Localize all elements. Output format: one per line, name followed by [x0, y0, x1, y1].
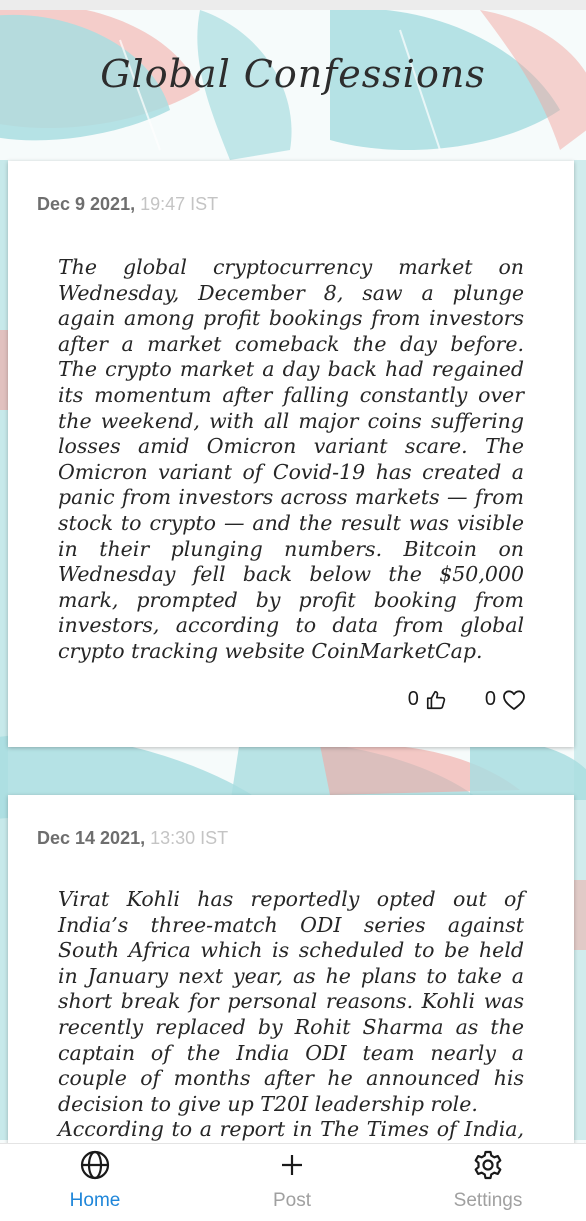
like-count: 0 — [408, 688, 419, 711]
nav-home-label: Home — [15, 1190, 175, 1212]
heart-icon — [502, 689, 526, 711]
status-strip — [0, 0, 586, 10]
heart-count: 0 — [485, 688, 496, 711]
post-card[interactable]: Dec 9 2021, 19:47 IST The global cryptoc… — [8, 161, 574, 747]
post-paragraph: Virat Kohli has reportedly opted out of … — [58, 887, 524, 1117]
post-date: Dec 9 2021, 19:47 IST — [37, 194, 218, 215]
post-date-text: Dec 14 2021, — [37, 828, 145, 848]
nav-settings-label: Settings — [408, 1190, 568, 1212]
like-button[interactable]: 0 — [408, 688, 447, 711]
thumbs-up-icon — [425, 689, 447, 711]
post-time: 19:47 IST — [140, 194, 218, 214]
globe-icon — [79, 1149, 111, 1181]
bottom-navigation: Home Post Settings — [0, 1143, 586, 1221]
post-time: 13:30 IST — [150, 828, 228, 848]
nav-post[interactable]: Post — [212, 1144, 372, 1221]
gear-icon — [472, 1149, 504, 1181]
plus-icon — [276, 1149, 308, 1181]
heart-button[interactable]: 0 — [485, 688, 526, 711]
nav-home[interactable]: Home — [15, 1144, 175, 1221]
nav-settings[interactable]: Settings — [408, 1144, 568, 1221]
post-body: The global cryptocurrency market on Wedn… — [58, 255, 524, 665]
post-date-text: Dec 9 2021, — [37, 194, 135, 214]
post-date: Dec 14 2021, 13:30 IST — [37, 828, 228, 849]
nav-post-label: Post — [212, 1190, 372, 1212]
app-title: Global Confessions — [0, 52, 586, 96]
post-reactions: 0 0 — [370, 688, 526, 711]
